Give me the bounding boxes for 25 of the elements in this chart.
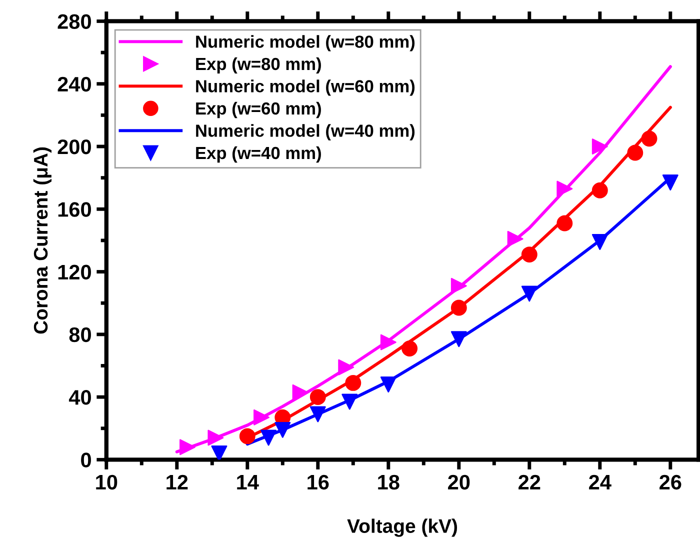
legend-label: Exp (w=80 mm) bbox=[196, 57, 321, 74]
x-tick-label: 24 bbox=[589, 474, 612, 490]
x-tick-label: 20 bbox=[448, 474, 470, 490]
legend-label: Exp (w=60 mm) bbox=[196, 102, 321, 118]
x-axis-title: Voltage (kV) bbox=[347, 518, 458, 537]
x-tick-label: 22 bbox=[518, 474, 540, 490]
x-tick-label: 26 bbox=[660, 474, 682, 490]
legend-label: Numeric model (w=80 mm) bbox=[196, 35, 415, 52]
x-tick-label: 16 bbox=[308, 474, 329, 490]
y-tick-label: 120 bbox=[58, 264, 91, 280]
legend-label: Numeric model (w=40 mm) bbox=[196, 124, 415, 140]
legend-label: Exp (w=40 mm) bbox=[196, 146, 321, 163]
y-tick-label: 0 bbox=[81, 452, 91, 468]
y-tick-label: 280 bbox=[58, 14, 91, 29]
y-tick-label: 240 bbox=[58, 76, 91, 92]
x-tick-label: 10 bbox=[96, 474, 118, 490]
legend-label: Numeric model (w=60 mm) bbox=[196, 80, 415, 96]
x-tick-label: 14 bbox=[237, 475, 259, 490]
x-tick-label: 18 bbox=[378, 474, 400, 490]
y-tick-label: 160 bbox=[58, 202, 91, 217]
y-tick-label: 200 bbox=[58, 139, 91, 154]
y-tick-label: 40 bbox=[68, 390, 91, 405]
y-axis-title: Corona Current (μA) bbox=[33, 147, 52, 334]
x-tick-label: 12 bbox=[166, 474, 188, 490]
y-tick-label: 80 bbox=[69, 327, 91, 342]
